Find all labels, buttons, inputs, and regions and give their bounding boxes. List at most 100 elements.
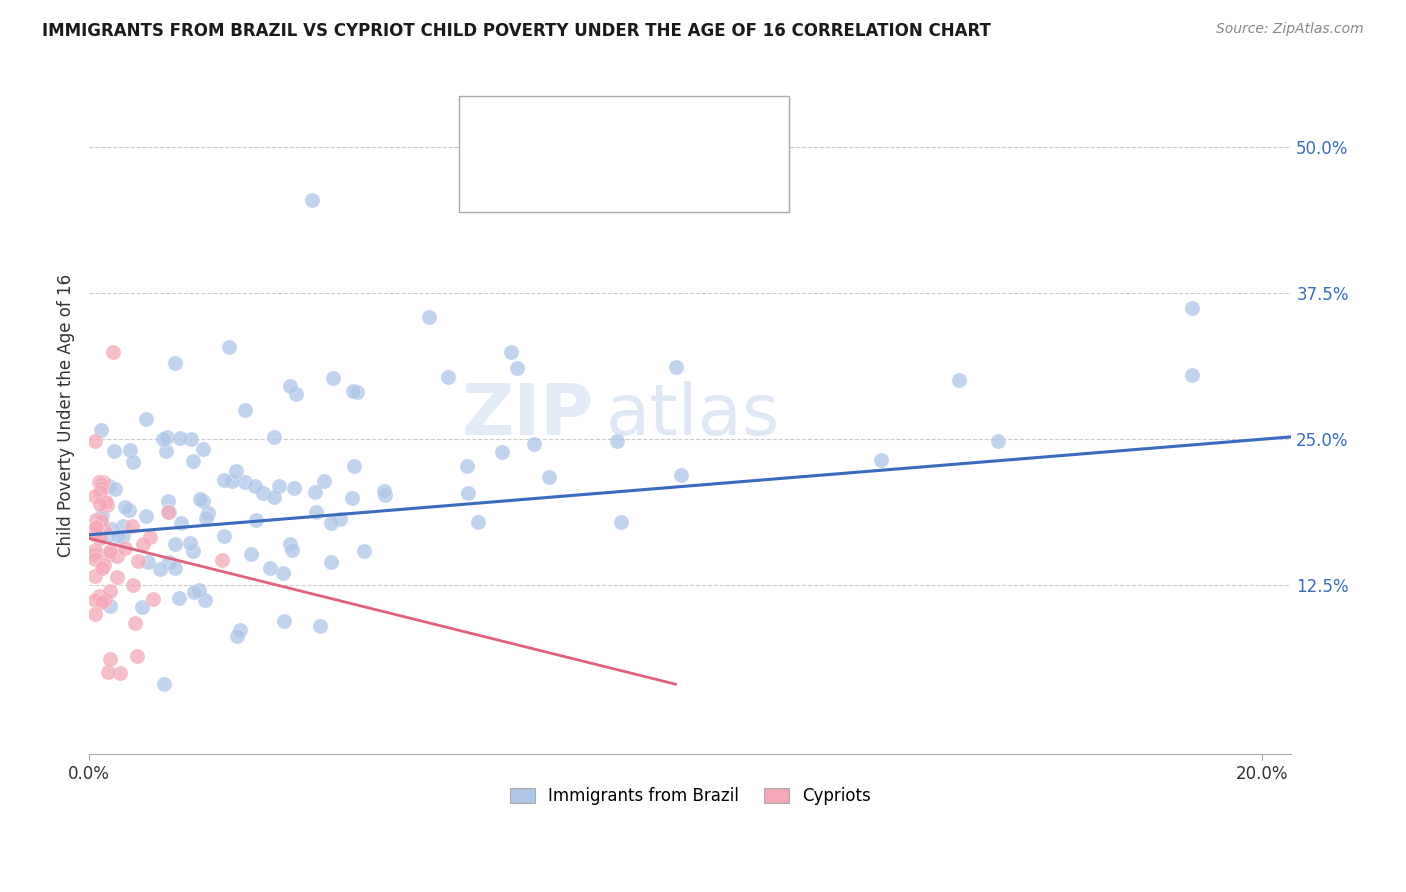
Point bbox=[165, 356, 187, 370]
Point bbox=[135, 509, 157, 524]
Point bbox=[263, 430, 285, 444]
Point bbox=[110, 665, 132, 680]
Point bbox=[93, 558, 115, 572]
Point bbox=[93, 522, 115, 536]
Text: atlas: atlas bbox=[606, 381, 780, 450]
Point bbox=[501, 344, 523, 359]
Point bbox=[191, 442, 214, 457]
Point bbox=[537, 470, 560, 484]
Point bbox=[156, 430, 179, 444]
Point bbox=[165, 537, 187, 551]
Point bbox=[132, 537, 155, 551]
Point bbox=[90, 508, 112, 523]
Point bbox=[87, 589, 110, 603]
Point bbox=[278, 537, 301, 551]
Point bbox=[98, 547, 121, 561]
Point bbox=[304, 484, 326, 499]
Point bbox=[127, 649, 149, 664]
Point bbox=[179, 536, 201, 550]
Point bbox=[96, 495, 118, 509]
Point bbox=[84, 528, 107, 542]
Point bbox=[157, 505, 180, 519]
Point bbox=[457, 486, 479, 500]
Point bbox=[188, 582, 211, 597]
Point bbox=[197, 507, 219, 521]
Point bbox=[243, 479, 266, 493]
Point bbox=[101, 522, 124, 536]
Point bbox=[111, 529, 134, 543]
Point bbox=[135, 412, 157, 426]
Point bbox=[188, 491, 211, 506]
Point bbox=[1181, 368, 1204, 382]
Point bbox=[221, 474, 243, 488]
Point bbox=[374, 488, 396, 502]
Point bbox=[211, 552, 233, 566]
Point bbox=[170, 516, 193, 531]
Point bbox=[98, 584, 121, 599]
Point bbox=[96, 499, 118, 513]
Point bbox=[84, 593, 107, 607]
Point bbox=[98, 599, 121, 614]
Point bbox=[96, 529, 118, 543]
Point bbox=[319, 516, 342, 530]
Point bbox=[112, 519, 135, 533]
Point bbox=[104, 482, 127, 496]
Point bbox=[97, 479, 120, 493]
Point bbox=[183, 585, 205, 599]
Point bbox=[340, 491, 363, 506]
Legend: Immigrants from Brazil, Cypriots: Immigrants from Brazil, Cypriots bbox=[501, 779, 879, 814]
Point bbox=[263, 490, 285, 504]
Point bbox=[353, 544, 375, 558]
Point bbox=[505, 360, 527, 375]
Point bbox=[467, 515, 489, 529]
Point bbox=[523, 437, 546, 451]
Point bbox=[149, 562, 172, 576]
Point bbox=[89, 497, 111, 511]
Point bbox=[91, 595, 114, 609]
Point bbox=[121, 519, 143, 533]
Point bbox=[194, 593, 217, 607]
Point bbox=[142, 592, 165, 607]
Point bbox=[948, 373, 970, 387]
Point bbox=[84, 489, 107, 503]
Point bbox=[322, 371, 344, 385]
Point bbox=[98, 544, 121, 558]
Point bbox=[169, 591, 191, 605]
Point bbox=[118, 502, 141, 516]
Point bbox=[90, 423, 112, 437]
Point bbox=[456, 458, 478, 473]
Point bbox=[165, 560, 187, 574]
Point bbox=[342, 384, 364, 398]
Point bbox=[225, 464, 247, 478]
Point bbox=[155, 443, 177, 458]
Point bbox=[491, 444, 513, 458]
Point bbox=[89, 484, 111, 499]
Point bbox=[245, 513, 267, 527]
Point bbox=[103, 443, 125, 458]
Point bbox=[346, 384, 368, 399]
Point bbox=[139, 530, 162, 544]
Point bbox=[84, 543, 107, 558]
Point bbox=[98, 652, 121, 666]
Point bbox=[152, 432, 174, 446]
Point bbox=[156, 493, 179, 508]
Point bbox=[280, 543, 302, 558]
Point bbox=[312, 475, 335, 489]
Point bbox=[373, 484, 395, 499]
Point bbox=[136, 555, 159, 569]
Point bbox=[89, 475, 111, 490]
Point bbox=[84, 548, 107, 562]
Text: Source: ZipAtlas.com: Source: ZipAtlas.com bbox=[1216, 22, 1364, 37]
Point bbox=[252, 485, 274, 500]
Point bbox=[212, 529, 235, 543]
Point bbox=[301, 193, 323, 207]
Point bbox=[987, 434, 1010, 449]
Point bbox=[267, 479, 290, 493]
Point bbox=[107, 529, 129, 543]
Point bbox=[181, 453, 204, 467]
Point bbox=[214, 473, 236, 487]
Point bbox=[239, 547, 262, 561]
Point bbox=[124, 615, 146, 630]
Point bbox=[91, 475, 114, 489]
Point bbox=[84, 520, 107, 534]
